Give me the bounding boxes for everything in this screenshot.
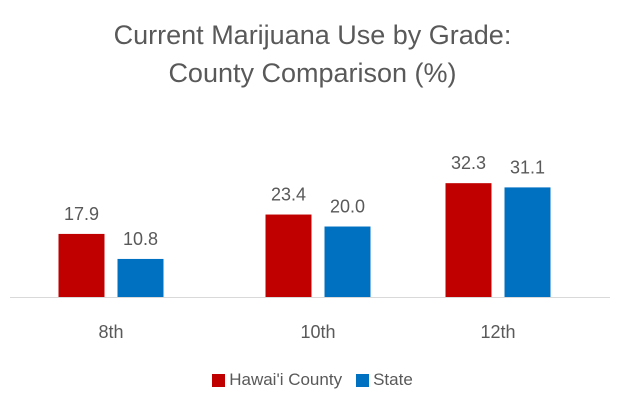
- data-label-state-8th: 10.8: [123, 229, 158, 249]
- x-tick-label-8th: 8th: [98, 322, 123, 342]
- data-label-state-12th: 31.1: [510, 157, 545, 177]
- data-label-hawai-i-county-12th: 32.3: [451, 153, 486, 173]
- legend: Hawai'i County State: [0, 370, 625, 390]
- bar-state-8th: [117, 258, 164, 297]
- bar-hawai-i-county-8th: [58, 233, 105, 297]
- bar-state-12th: [504, 187, 551, 297]
- legend-swatch-hawaii-county: [212, 373, 226, 387]
- legend-swatch-state: [356, 373, 370, 387]
- x-tick-label-10th: 10th: [300, 322, 335, 342]
- bar-hawai-i-county-12th: [445, 183, 492, 297]
- data-label-state-10th: 20.0: [330, 197, 365, 217]
- bar-state-10th: [324, 226, 371, 297]
- legend-item-state: State: [356, 370, 413, 390]
- x-tick-label-12th: 12th: [480, 322, 515, 342]
- legend-item-hawaii-county: Hawai'i County: [212, 370, 342, 390]
- legend-label-state: State: [373, 370, 413, 389]
- data-label-hawai-i-county-8th: 17.9: [64, 204, 99, 224]
- data-label-hawai-i-county-10th: 23.4: [271, 185, 306, 205]
- bar-hawai-i-county-10th: [265, 214, 312, 297]
- chart-title: Current Marijuana Use by Grade: County C…: [0, 16, 625, 92]
- chart-title-line-2: County Comparison (%): [168, 58, 457, 88]
- chart-title-line-1: Current Marijuana Use by Grade:: [113, 20, 512, 50]
- legend-label-hawaii-county: Hawai'i County: [229, 370, 343, 389]
